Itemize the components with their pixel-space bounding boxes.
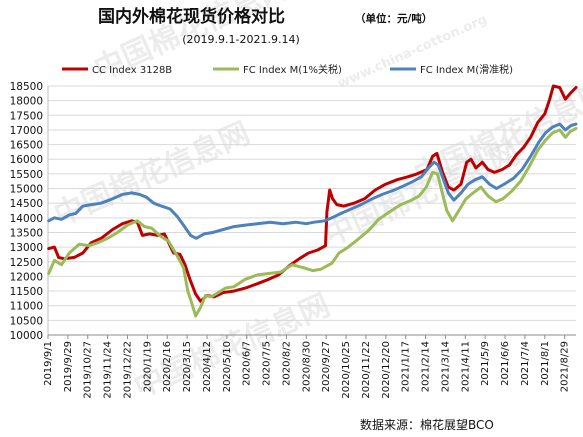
x-tick-label: 2021/8/1	[540, 341, 551, 386]
x-tick-label: 2021/1/17	[401, 341, 412, 392]
y-tick-label: 14500	[10, 198, 43, 210]
y-tick-label: 12500	[10, 257, 43, 269]
series-layer	[47, 84, 578, 318]
data-source: 数据来源：棉花展望BCO	[360, 417, 494, 432]
y-tick-label: 16500	[10, 140, 43, 152]
y-tick-label: 11000	[10, 301, 43, 313]
x-tick-label: 2020/1/19	[142, 341, 153, 392]
x-tick-label: 2020/10/25	[341, 341, 352, 399]
series-line	[47, 84, 578, 303]
y-tick-label: 16000	[10, 154, 43, 166]
chart-title: 国内外棉花现货价格对比	[98, 6, 285, 27]
x-tick-label: 2020/12/20	[381, 341, 392, 399]
y-tick-label: 10000	[10, 330, 43, 342]
x-tick-label: 2020/9/27	[321, 341, 332, 392]
series-line	[47, 122, 578, 240]
x-tick-label: 2021/6/6	[500, 341, 511, 386]
x-tick-label: 2021/4/11	[460, 341, 471, 392]
x-tick-label: 2019/10/27	[83, 341, 94, 399]
watermark-text: 中国棉花信息网	[49, 116, 255, 233]
y-tick-label: 18000	[10, 96, 43, 108]
y-tick-label: 10500	[10, 315, 43, 327]
x-tick-label: 2021/3/14	[440, 341, 451, 392]
y-tick-label: 11500	[10, 286, 43, 298]
x-tick-label: 2020/3/15	[182, 341, 193, 392]
x-tick-label: 2020/7/5	[262, 341, 273, 386]
x-tick-label: 2019/9/29	[63, 341, 74, 392]
x-tick-label: 2019/9/1	[43, 341, 54, 386]
x-tick-label: 2020/8/30	[301, 341, 312, 392]
legend: CC Index 3128B FC Index M(1%关税) FC Index M…	[62, 63, 513, 76]
x-tick-label: 2021/8/29	[560, 341, 571, 392]
legend-label: FC Index M(1%关税)	[243, 63, 342, 76]
y-tick-label: 17000	[10, 125, 43, 137]
axes: 10000 10500 11000 11500 12000 12500 13000 13500…	[10, 81, 576, 399]
y-tick-label: 13500	[10, 227, 43, 239]
y-tick-label: 13000	[10, 242, 43, 254]
x-tick-label: 2021/7/4	[520, 341, 531, 386]
chart-subtitle: (2019.9.1-2021.9.14)	[182, 33, 300, 46]
x-tick-label: 2020/8/2	[281, 341, 292, 386]
x-tick-label: 2019/12/22	[122, 341, 133, 399]
series-line	[47, 127, 578, 318]
x-tick-label: 2020/5/10	[222, 341, 233, 392]
x-tick-label: 2020/6/7	[242, 341, 253, 386]
x-tick-label: 2021/2/14	[421, 341, 432, 392]
x-tick-label: 2020/4/12	[202, 341, 213, 392]
y-tick-label: 12000	[10, 271, 43, 283]
x-tick-label: 2020/2/16	[162, 341, 173, 392]
x-tick-label: 2020/11/22	[361, 341, 372, 399]
x-tick-label: 2019/11/24	[103, 341, 114, 399]
legend-label: CC Index 3128B	[92, 65, 172, 76]
legend-label: FC Index M(滑准税)	[420, 63, 513, 76]
unit-note: （单位：元/吨）	[355, 12, 432, 25]
x-tick-label: 2021/5/9	[480, 341, 491, 386]
y-tick-label: 18500	[10, 81, 43, 93]
y-tick-label: 17500	[10, 110, 43, 122]
y-tick-label: 15500	[10, 169, 43, 181]
y-tick-label: 15000	[10, 184, 43, 196]
y-tick-label: 14000	[10, 213, 43, 225]
